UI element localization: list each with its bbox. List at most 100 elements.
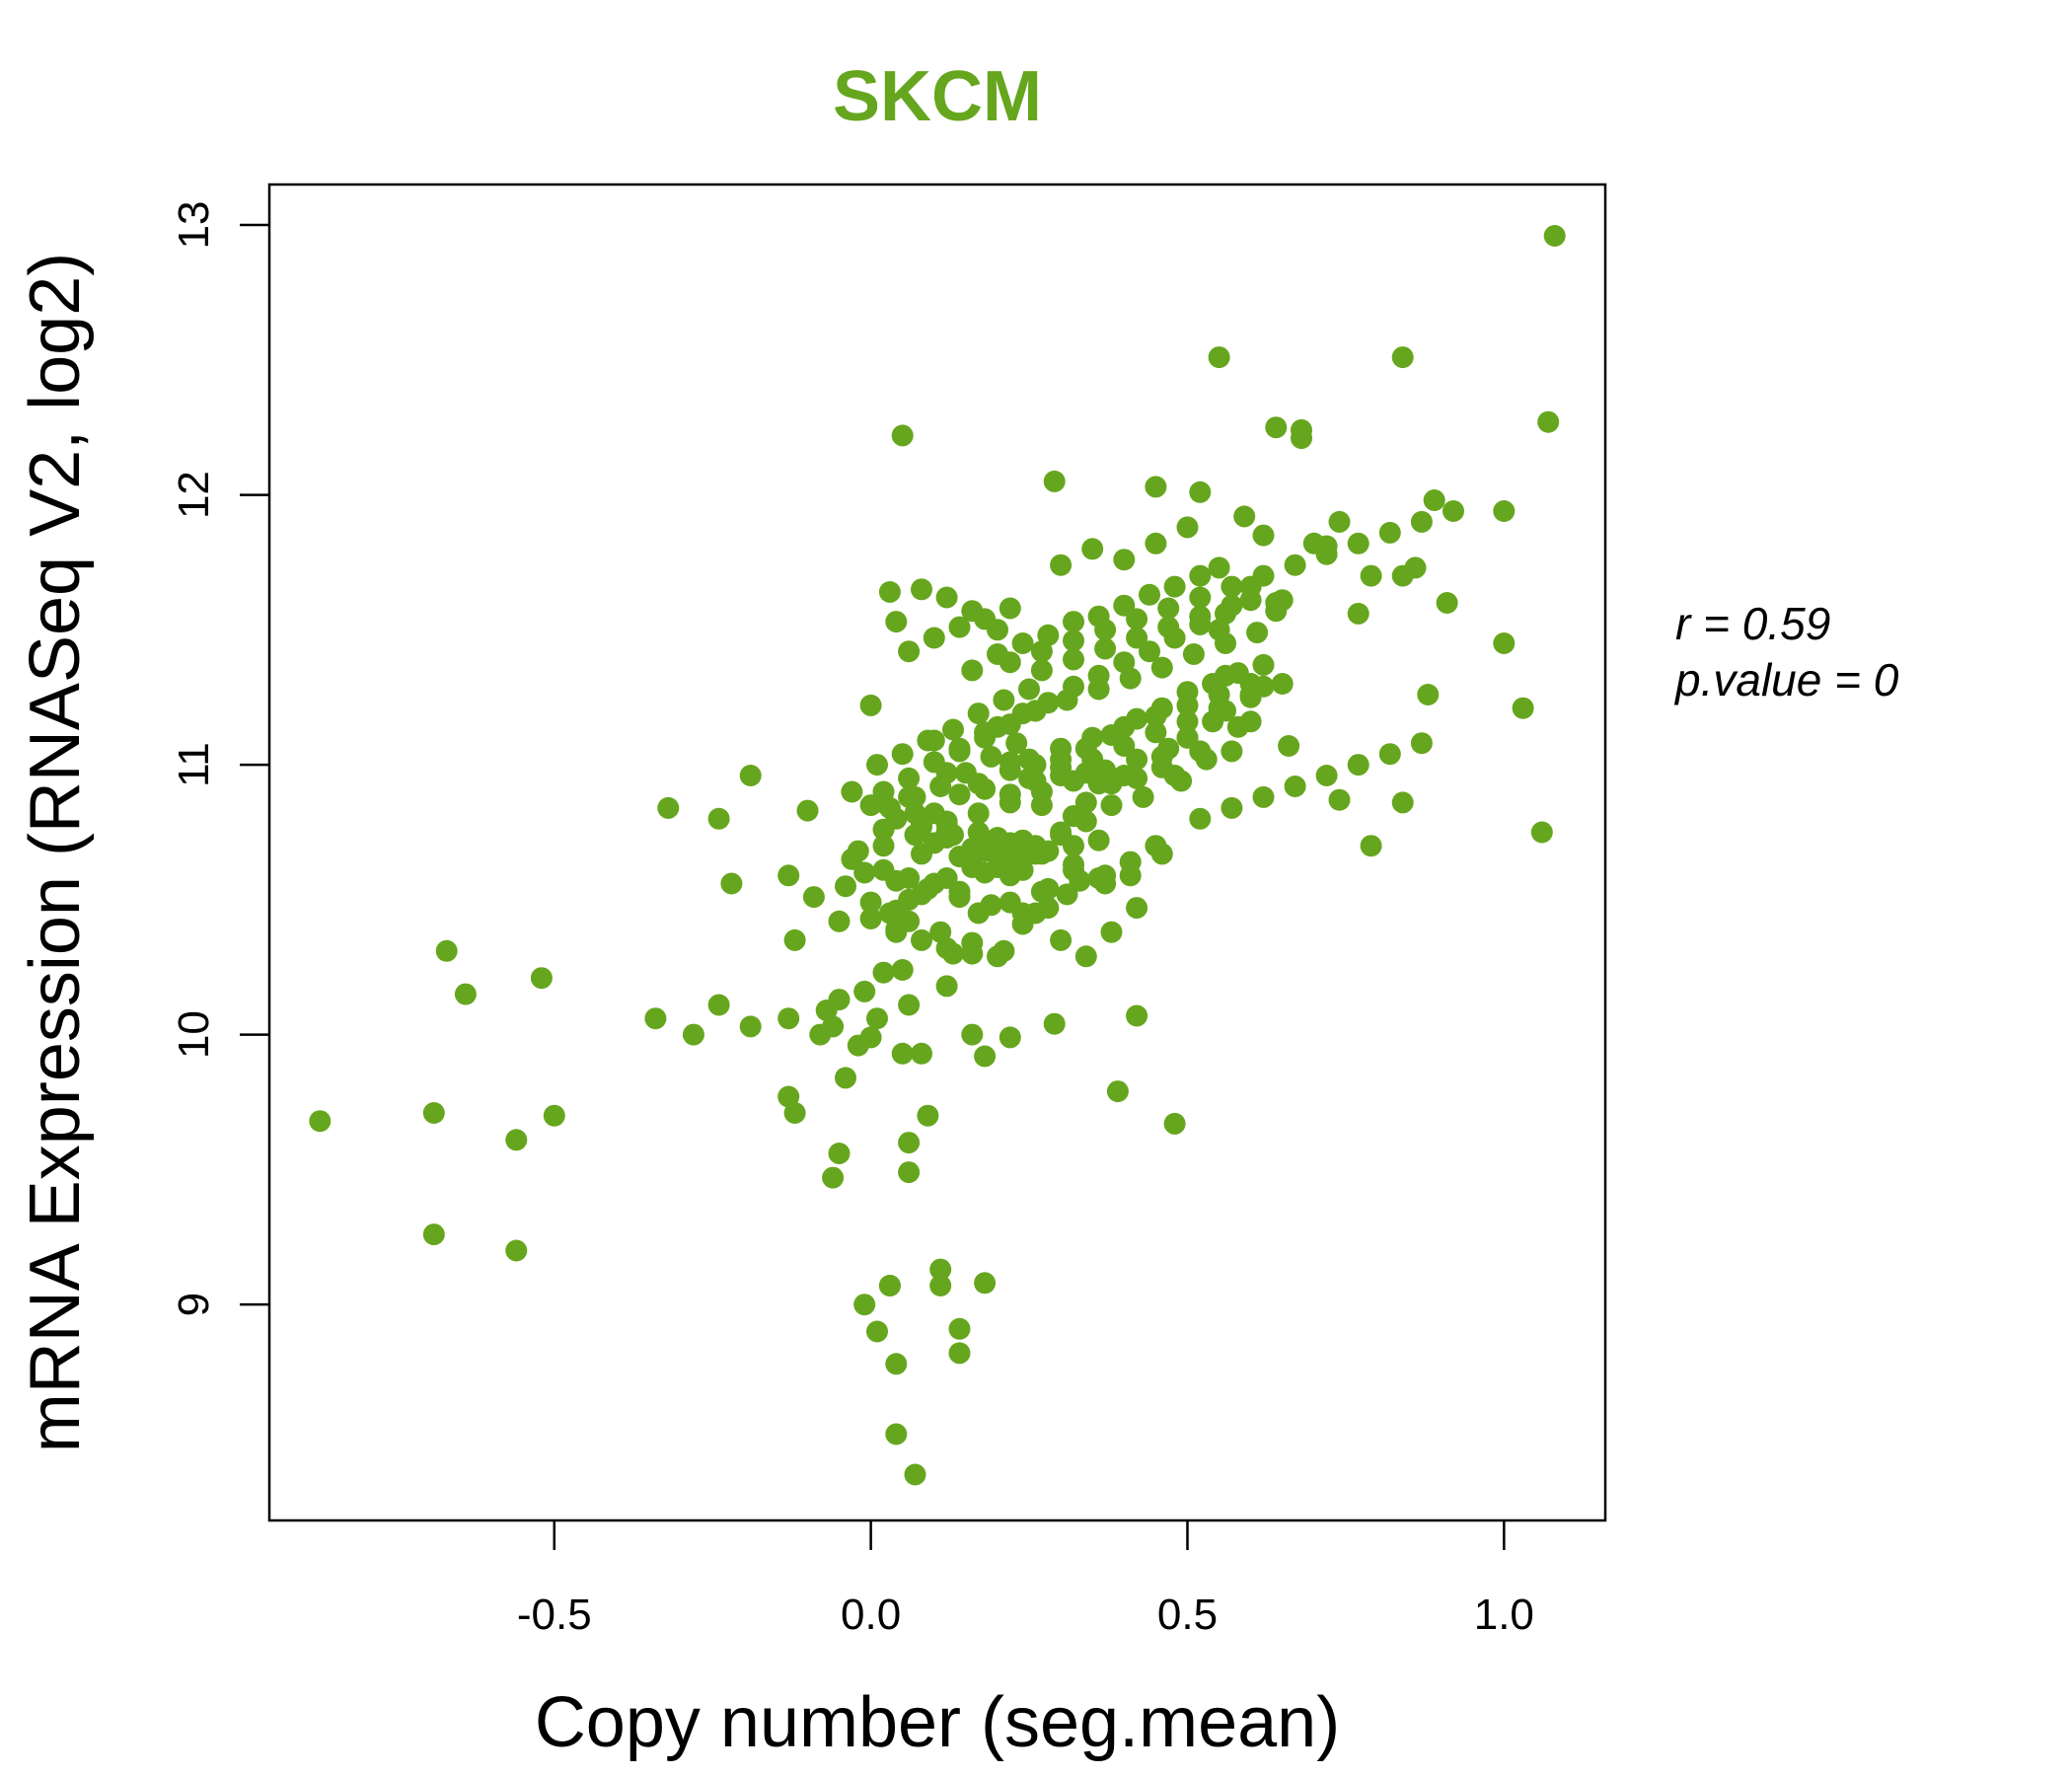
data-point: [891, 959, 914, 981]
y-tick-label: 9: [170, 1293, 218, 1316]
data-point: [841, 780, 863, 803]
data-point: [1423, 489, 1445, 511]
data-point: [1252, 653, 1275, 676]
data-point: [435, 939, 458, 962]
data-point: [967, 802, 990, 825]
data-point: [1074, 945, 1097, 968]
data-point: [948, 783, 971, 806]
data-point: [1063, 648, 1084, 671]
data-point: [974, 835, 997, 857]
data-point: [1005, 732, 1028, 755]
data-point: [1233, 505, 1256, 528]
data-point: [904, 1463, 926, 1486]
data-point: [885, 1423, 908, 1445]
y-tick-label: 13: [170, 201, 218, 250]
data-point: [948, 886, 971, 909]
data-point: [974, 1045, 997, 1068]
y-tick-label: 12: [170, 471, 218, 519]
x-tick-label: 1.0: [1474, 1591, 1534, 1639]
data-point: [935, 975, 958, 998]
data-point: [1189, 586, 1212, 609]
data-point: [1176, 710, 1199, 733]
data-point: [777, 864, 800, 887]
data-point: [935, 867, 958, 889]
data-point: [891, 743, 914, 766]
data-point: [1391, 346, 1414, 369]
data-point: [1030, 659, 1053, 682]
data-point: [543, 1104, 565, 1127]
data-point: [872, 835, 895, 857]
data-point: [1537, 410, 1560, 433]
data-point: [948, 1317, 971, 1340]
data-point: [1050, 756, 1073, 778]
data-point: [891, 424, 914, 447]
data-point: [911, 1042, 932, 1065]
data-point: [1150, 756, 1173, 778]
data-point: [1126, 748, 1148, 771]
data-point: [1176, 516, 1199, 539]
data-point: [961, 1023, 984, 1046]
data-point: [1284, 554, 1306, 576]
data-point: [1100, 921, 1123, 943]
data-point: [866, 1007, 888, 1030]
data-point: [1284, 776, 1306, 797]
data-point: [1157, 597, 1180, 620]
data-point: [1271, 673, 1294, 695]
data-point: [828, 910, 851, 932]
data-point: [948, 740, 971, 763]
data-point: [967, 773, 990, 795]
x-axis: -0.5 0.0 0.5 1.0: [517, 1520, 1534, 1639]
data-point: [1145, 532, 1167, 555]
data-point: [1221, 594, 1243, 617]
data-point: [859, 891, 882, 914]
data-point: [1328, 510, 1351, 533]
data-point: [898, 1161, 921, 1184]
data-point: [1030, 640, 1053, 663]
data-point: [1417, 684, 1440, 705]
data-point: [898, 640, 921, 663]
data-point: [777, 1085, 800, 1108]
data-point: [1043, 470, 1066, 492]
data-point: [644, 1007, 667, 1030]
data-point: [961, 853, 984, 876]
data-point: [1182, 643, 1205, 665]
data-point: [898, 1132, 921, 1154]
data-point: [898, 994, 921, 1016]
data-point: [853, 1294, 876, 1316]
data-point: [1150, 843, 1173, 865]
data-point: [1271, 589, 1294, 612]
data-point: [739, 765, 762, 786]
data-point: [796, 799, 819, 822]
data-point: [1347, 532, 1369, 555]
data-point: [917, 729, 939, 752]
data-point: [1221, 575, 1243, 598]
data-point: [980, 894, 1002, 917]
data-point: [1208, 556, 1230, 579]
data-point: [815, 999, 838, 1021]
y-axis: 9 10 11 12 13: [170, 201, 269, 1316]
data-point: [911, 578, 932, 601]
data-point: [1063, 835, 1084, 857]
data-point: [999, 791, 1021, 814]
data-point: [1246, 622, 1269, 644]
data-point: [1157, 616, 1180, 638]
data-point: [1119, 667, 1142, 690]
data-point: [1139, 640, 1160, 663]
data-point: [1226, 715, 1249, 738]
data-point: [1081, 538, 1104, 560]
data-point: [1145, 476, 1167, 498]
data-point: [1132, 785, 1154, 808]
data-point: [999, 713, 1021, 736]
data-point: [1050, 737, 1073, 760]
data-point: [809, 1023, 832, 1046]
plot-frame: [267, 183, 1607, 1522]
data-point: [1126, 608, 1148, 630]
data-point: [1113, 715, 1136, 738]
data-point: [1328, 788, 1351, 811]
data-point: [1145, 721, 1167, 744]
data-point: [1163, 575, 1186, 598]
data-point: [1050, 821, 1073, 844]
data-point: [1410, 510, 1433, 533]
data-point: [961, 600, 984, 623]
x-tick-label: 0.5: [1157, 1591, 1218, 1639]
